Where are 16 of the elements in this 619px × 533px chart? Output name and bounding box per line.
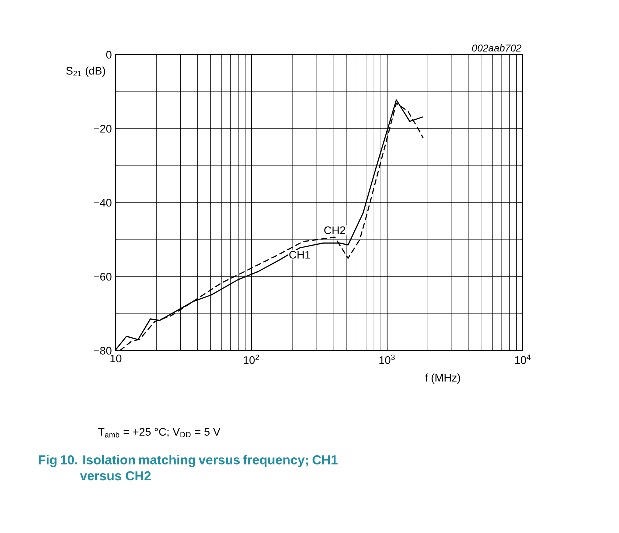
x-tick-label: 10$^{3}$ — [380, 354, 395, 364]
y-tick-label: −20 — [94, 125, 112, 133]
y-tick-label: −40 — [94, 199, 112, 207]
y-tick-label: −60 — [94, 273, 112, 281]
series-label: CH1 — [290, 251, 310, 259]
series-label: CH2 — [324, 226, 346, 234]
x-tick-label: 10 — [110, 354, 122, 363]
x-tick-label: 10$^{4}$ — [515, 354, 531, 364]
text: T$_{amb}$ = +25 °C; V$_{DD}$ = 5 V — [98, 428, 221, 438]
y-axis-title: S$_{21}$ (dB) — [66, 66, 106, 78]
text: 002aab702 — [472, 44, 522, 52]
y-tick-label: −80 — [94, 347, 112, 355]
x-tick-label: 10$^{2}$ — [244, 354, 260, 364]
y-tick-label: 0 — [106, 51, 112, 59]
text: Fig 10. Isolation matching versus frequency; CH1 versus CH2 — [39, 455, 338, 481]
x-axis-title: f (MHz) — [425, 374, 460, 384]
